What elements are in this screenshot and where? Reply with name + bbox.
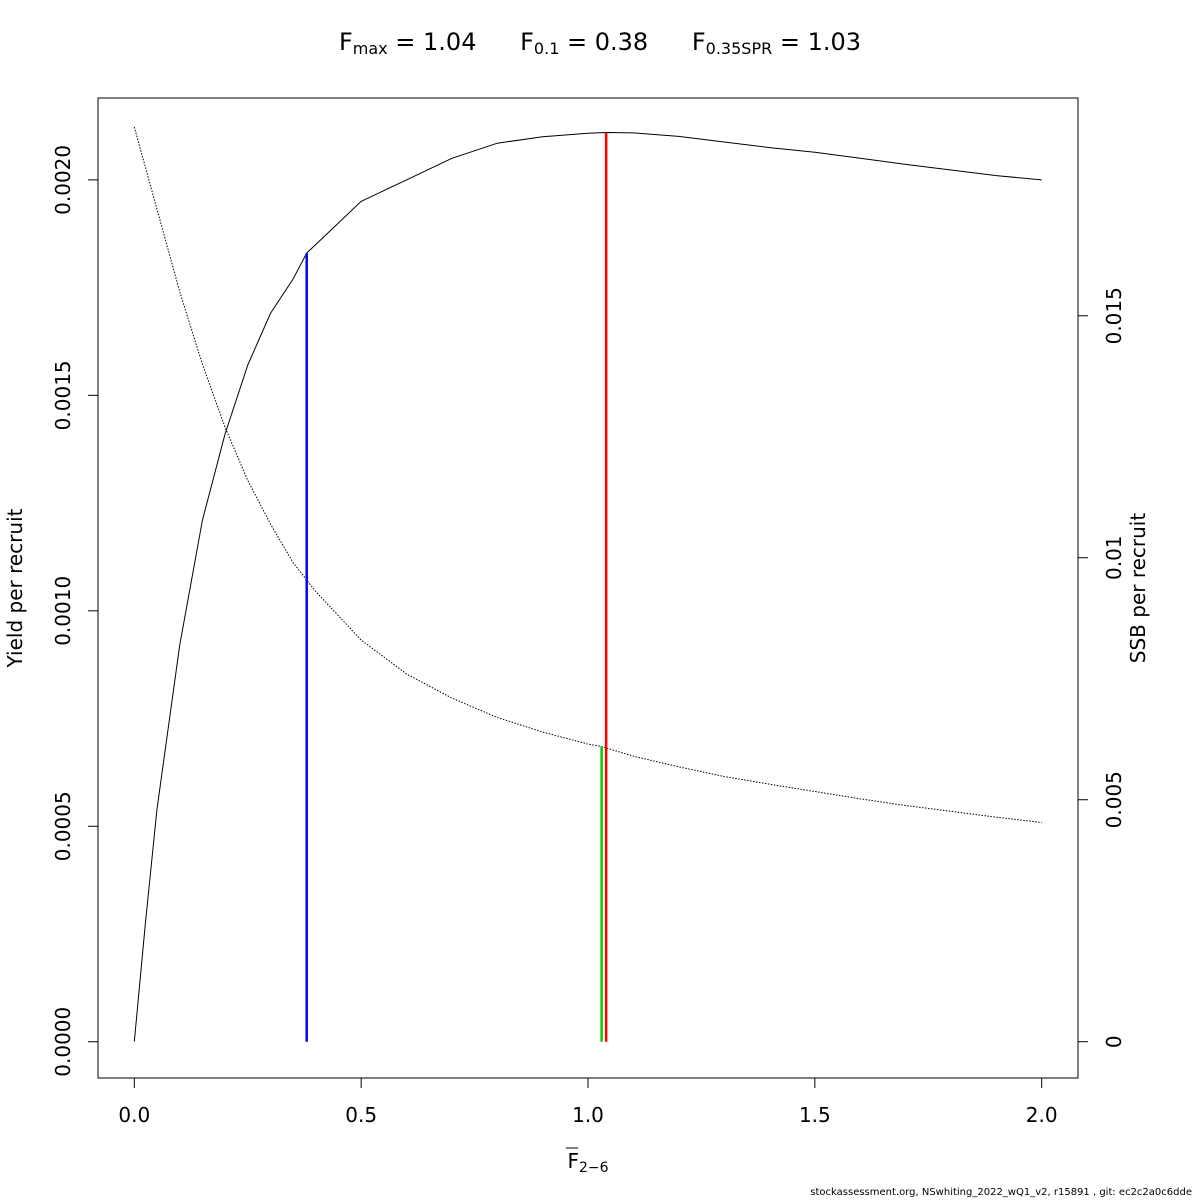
y-right-tick-label: 0.005 [1102, 771, 1126, 828]
y-left-tick-label: 0.0020 [51, 145, 75, 215]
y-left-tick-label: 0.0010 [51, 576, 75, 646]
y-left-tick-label: 0.0005 [51, 791, 75, 861]
x-tick-label: 0.5 [345, 1103, 377, 1127]
plot-frame [97, 97, 1079, 1079]
y-axis-label-right: SSB per recruit [1126, 513, 1150, 664]
y-axis-label-left: Yield per recruit [3, 508, 27, 668]
y-right-tick-label: 0.015 [1102, 287, 1126, 344]
ssb-per-recruit-curve [133, 126, 1042, 823]
x-tick-label: 2.0 [1026, 1103, 1058, 1127]
x-tick-label: 0.0 [118, 1103, 150, 1127]
reference-lines [305, 132, 608, 1042]
y-right-tick-label: 0.01 [1102, 535, 1126, 580]
axes: 0.0 0.5 1.0 1.5 2.0 0.0000 0.0005 0.0010 0.0015 0… [51, 145, 1126, 1127]
x-tick-label: 1.0 [572, 1103, 604, 1127]
y-left-tick-label: 0.0000 [51, 1007, 75, 1077]
fspr-title: F0.35SPR = 1.03 [691, 28, 862, 58]
series-layer [133, 126, 1042, 1042]
fmax-title: Fmax = 1.04 [338, 28, 477, 58]
x-axis-label: F2−6 [567, 1149, 608, 1176]
footer-caption: stockassessment.org, NSwhiting_2022_wQ1_… [810, 1187, 1192, 1198]
y-right-tick-label: 0 [1102, 1035, 1126, 1048]
y-left-tick-label: 0.0015 [51, 360, 75, 430]
chart-title: Fmax = 1.04 F0.1 = 0.38 F0.35SPR = 1.03 [0, 28, 1200, 58]
f01-title: F0.1 = 0.38 [520, 28, 649, 58]
x-tick-label: 1.5 [799, 1103, 831, 1127]
yield-per-recruit-curve [133, 131, 1042, 1042]
